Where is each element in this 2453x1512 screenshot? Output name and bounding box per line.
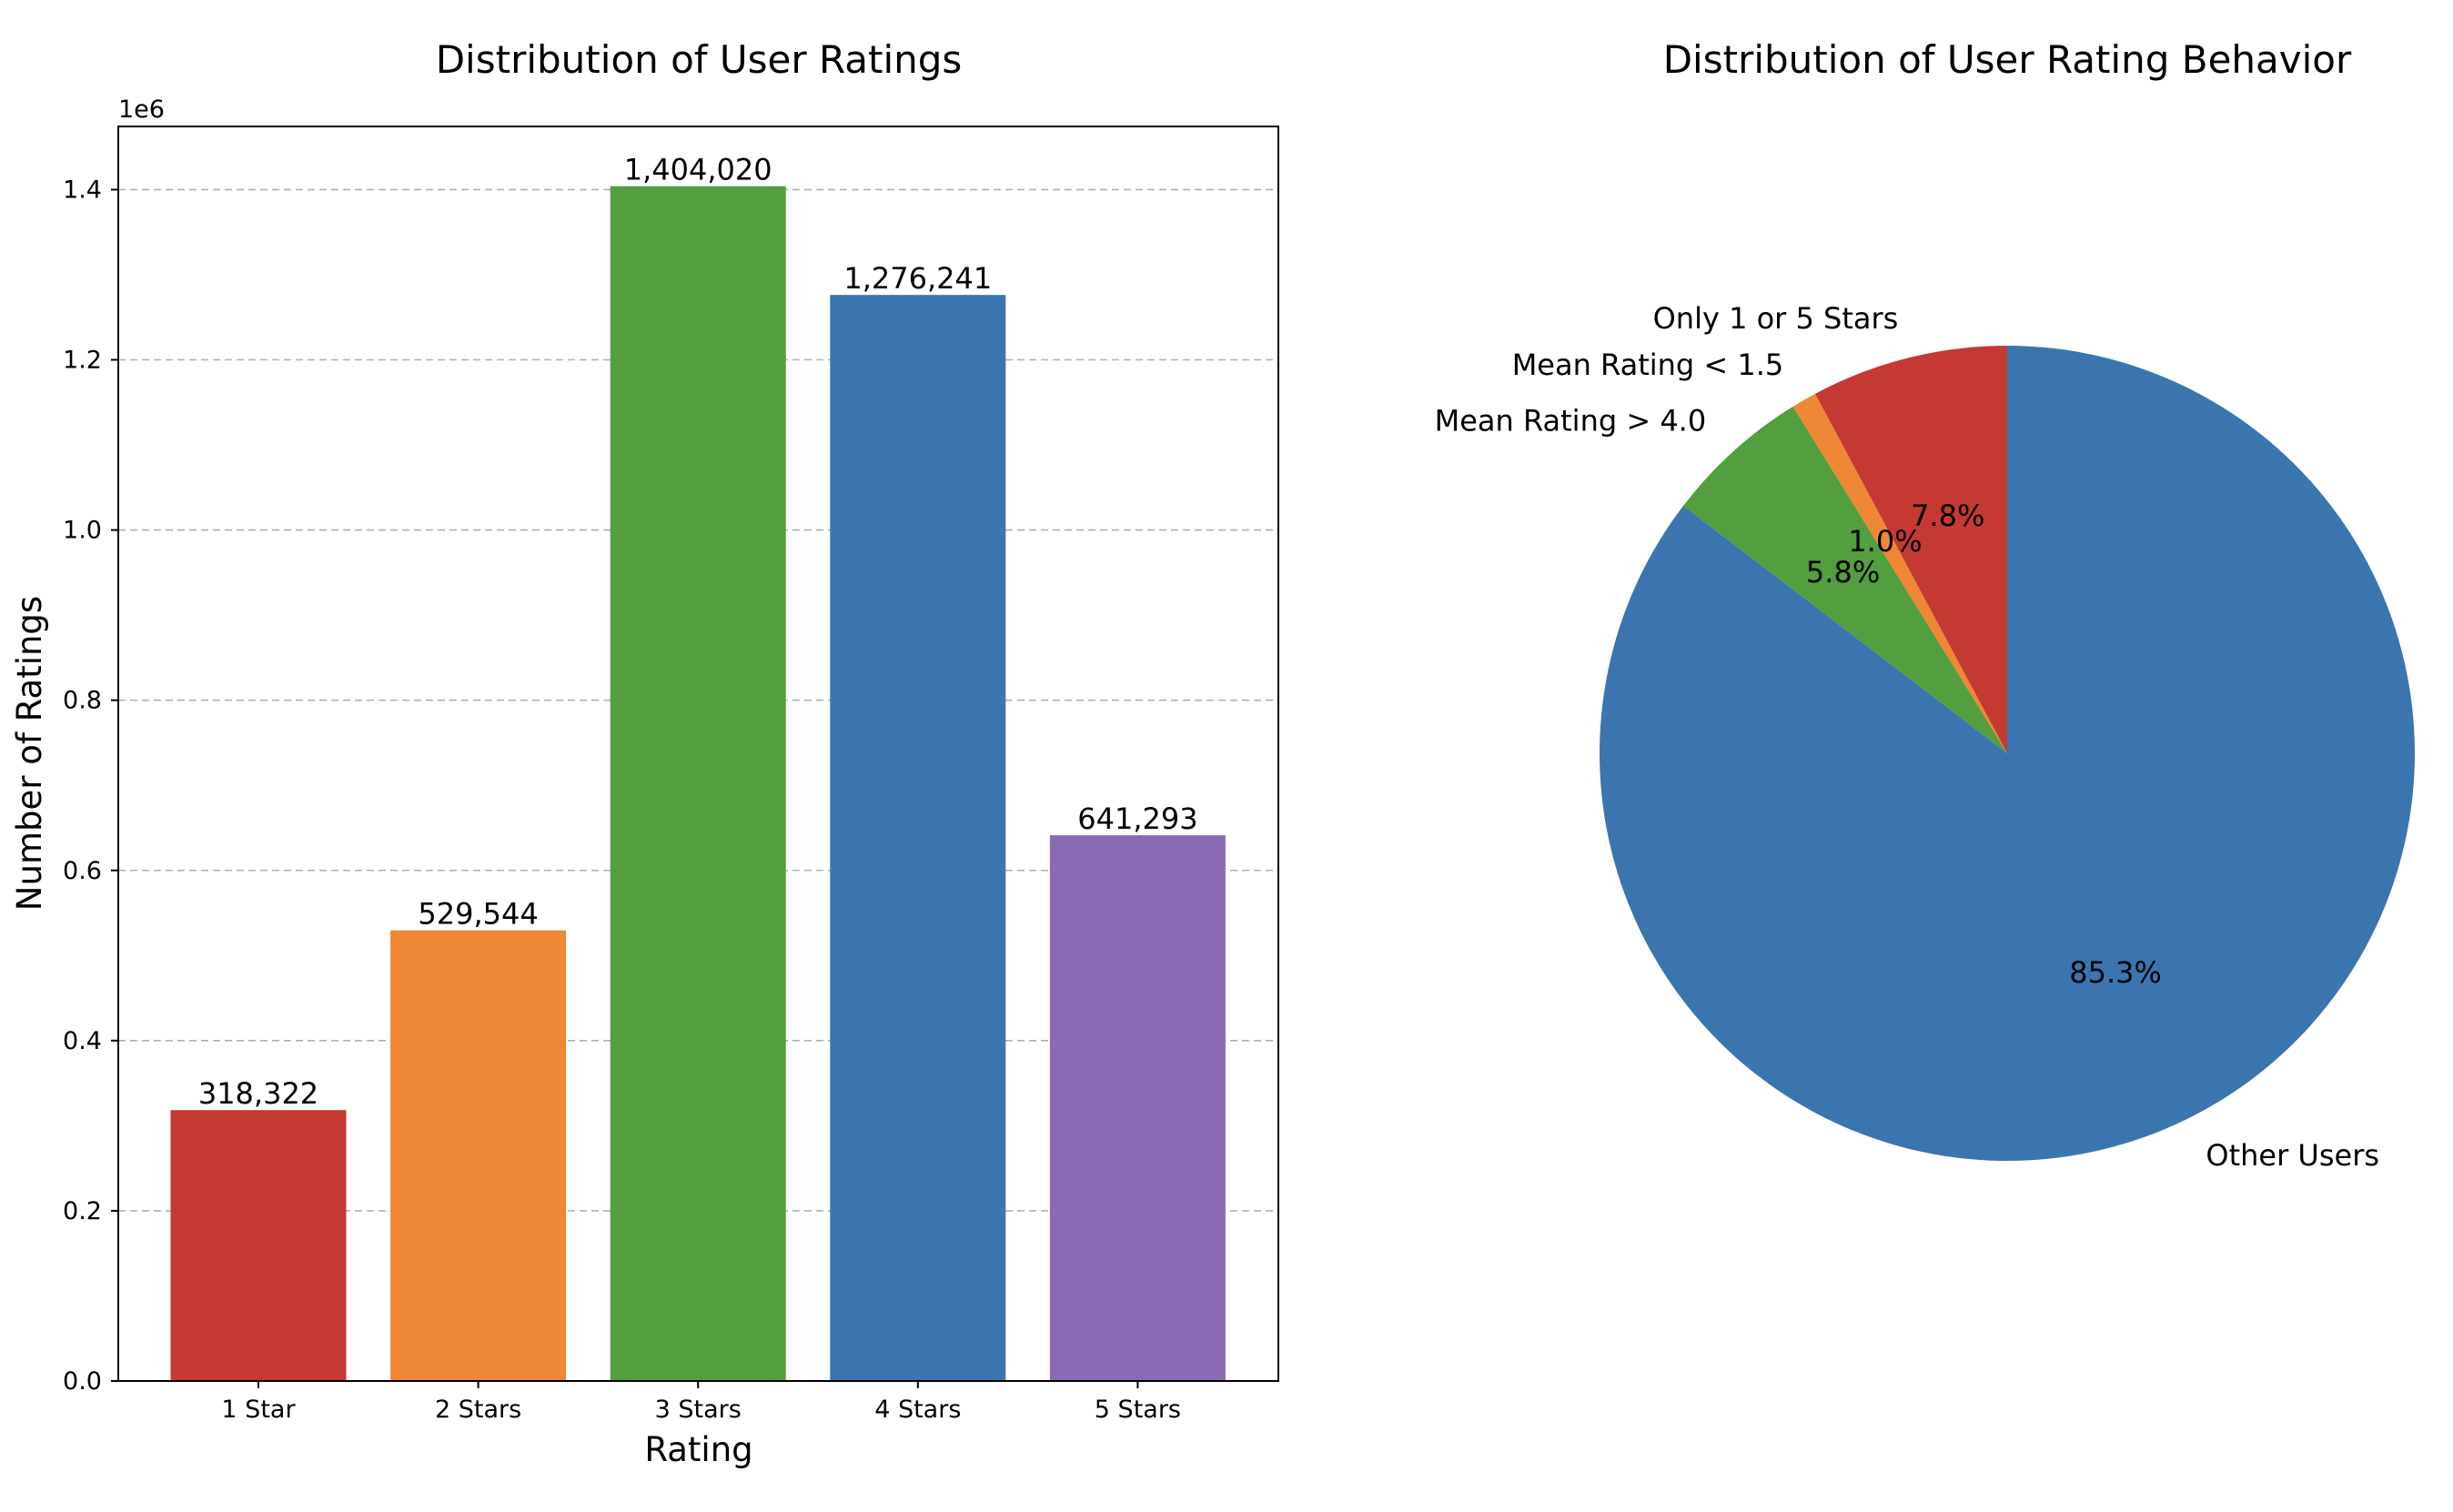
pie-slice — [1600, 346, 2416, 1162]
x-tick-label: 4 Stars — [874, 1396, 961, 1424]
pie-slice — [1814, 346, 2007, 753]
pie-percent-label: 1.0% — [1848, 524, 1922, 559]
y-tick-label: 1.2 — [63, 347, 102, 375]
bar-chart-value-labels: 318,322 529,544 1,404,020 1,276,241 641,293 — [198, 153, 1198, 1112]
bar-value-label: 641,293 — [1077, 801, 1197, 836]
y-tick-label: 0.8 — [63, 687, 102, 715]
pie-slice-label: Mean Rating < 1.5 — [1512, 348, 1784, 382]
pie-chart-title: Distribution of User Rating Behavior — [1663, 37, 2352, 82]
bar — [390, 930, 567, 1381]
y-axis-label: Number of Ratings — [10, 596, 49, 911]
bar — [170, 1110, 347, 1381]
pie-slice — [1683, 406, 2007, 753]
bar-chart-y-ticks: 0.0 0.2 0.4 0.6 0.8 1.0 1.2 1.4 — [63, 176, 118, 1396]
y-tick-label: 0.4 — [63, 1027, 102, 1055]
pie-chart-slices — [1600, 346, 2416, 1162]
bar-value-label: 318,322 — [198, 1076, 318, 1111]
pie-percent-label: 5.8% — [1806, 555, 1880, 590]
bar-chart-x-ticks: 1 Star 2 Stars 3 Stars 4 Stars 5 Stars — [221, 1381, 1181, 1424]
x-tick-label: 1 Star — [221, 1396, 296, 1424]
bar-value-label: 1,404,020 — [624, 153, 772, 187]
y-axis-offset-label: 1e6 — [118, 96, 165, 124]
x-axis-label: Rating — [644, 1430, 752, 1469]
bar — [830, 295, 1006, 1381]
bar-value-label: 1,276,241 — [843, 261, 992, 296]
pie-percent-label: 7.8% — [1911, 499, 1984, 533]
y-tick-label: 0.0 — [63, 1367, 102, 1396]
pie-slice-label: Other Users — [2206, 1138, 2379, 1173]
pie-slice-label: Mean Rating > 4.0 — [1435, 404, 1707, 438]
x-tick-label: 2 Stars — [435, 1396, 521, 1424]
x-tick-label: 5 Stars — [1095, 1396, 1181, 1424]
bar-chart: Distribution of User Ratings 318,322 529,… — [10, 37, 1279, 1469]
bar-chart-title: Distribution of User Ratings — [436, 37, 963, 82]
pie-chart: Distribution of User Rating Behavior Onl… — [1435, 37, 2416, 1173]
y-tick-label: 0.6 — [63, 857, 102, 885]
pie-chart-labels: Only 1 or 5 Stars 7.8% Mean Rating < 1.5 1.… — [1435, 301, 2379, 1173]
x-tick-label: 3 Stars — [655, 1396, 742, 1424]
pie-percent-label: 85.3% — [2069, 955, 2162, 990]
bar-chart-bars — [170, 186, 1226, 1382]
pie-slice — [1792, 393, 2007, 753]
bar — [610, 186, 786, 1382]
bar-value-label: 529,544 — [418, 897, 538, 932]
y-tick-label: 0.2 — [63, 1197, 102, 1225]
y-tick-label: 1.0 — [63, 517, 102, 545]
pie-slice-label: Only 1 or 5 Stars — [1653, 301, 1899, 336]
y-tick-label: 1.4 — [63, 176, 102, 204]
bar — [1049, 835, 1226, 1381]
